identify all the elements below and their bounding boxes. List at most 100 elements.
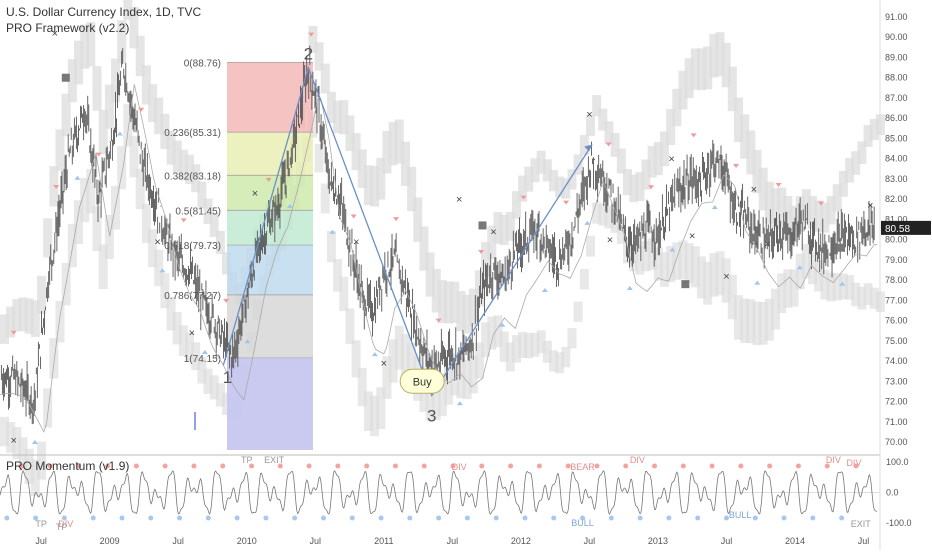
oscillator-dot	[205, 515, 211, 521]
cross-marker: ×	[867, 200, 873, 212]
support-band-block	[666, 245, 676, 282]
support-band-block	[129, 135, 139, 178]
cross-marker: ×	[10, 435, 16, 447]
support-band-block	[166, 296, 176, 331]
oscillator-dot	[824, 463, 830, 469]
resistance-band-block	[851, 151, 861, 175]
price-tick-label: 88.00	[885, 73, 908, 83]
resistance-band-block	[394, 119, 404, 164]
resistance-band-block	[641, 159, 651, 190]
sell-triangle	[818, 201, 825, 206]
oscillator-dot	[4, 515, 10, 521]
cross-marker: ×	[490, 227, 496, 239]
resistance-band-block	[530, 158, 540, 183]
last-price-label: 80.58	[885, 224, 910, 235]
resistance-band-block	[148, 84, 158, 123]
support-band-block	[814, 260, 824, 292]
support-band-block	[838, 273, 848, 300]
resistance-band-block	[431, 268, 441, 313]
support-band-block	[55, 300, 65, 343]
fib-extension-zone	[227, 358, 313, 450]
cross-marker: ×	[154, 237, 160, 249]
support-band-block	[740, 298, 750, 343]
support-band-block	[857, 286, 867, 310]
oscillator-tag: TP	[35, 519, 47, 529]
oscillator-dot	[623, 463, 629, 469]
resistance-band-block	[808, 196, 818, 229]
wave-label[interactable]: 1	[223, 368, 232, 387]
resistance-band-block	[869, 118, 879, 141]
resistance-band-block	[98, 109, 108, 155]
oscillator-tag: BULL	[571, 518, 594, 528]
support-band-block	[222, 392, 232, 416]
support-band-block	[148, 229, 158, 268]
sell-triangle	[308, 32, 315, 37]
oscillator-dot	[177, 515, 183, 521]
resistance-band-block	[104, 84, 114, 129]
time-tick-label: 2010	[237, 536, 257, 546]
elliott-wave-drawing[interactable]: 1 2 3 Buy	[222, 44, 593, 426]
indicator-title-framework[interactable]: PRO Framework (v2.2)	[6, 21, 130, 35]
price-tick-label: 80.00	[885, 235, 908, 245]
oscillator-dot	[479, 463, 485, 469]
cross-marker: ×	[189, 328, 195, 340]
resistance-band-block	[666, 108, 676, 146]
fib-level-label: 0.5(81.45)	[175, 206, 221, 217]
resistance-band-block	[419, 226, 429, 271]
fibonacci-retracement[interactable]: 0(88.76) 0.236(85.31) 0.382(83.18) 0.5(81.4…	[164, 58, 313, 450]
support-band-block	[703, 261, 713, 305]
resistance-band-block	[585, 115, 595, 136]
support-band-block	[684, 243, 694, 283]
resistance-band-block	[400, 141, 410, 186]
support-band-block	[481, 322, 491, 358]
support-band-block	[801, 243, 811, 279]
time-axis: Jul 2009 Jul 2010 Jul 2011 Jul 2012 Jul 2013 Jul 20…	[35, 536, 869, 546]
oscillator-tick-label: 100.0	[886, 457, 909, 467]
oscillator-dot	[33, 515, 39, 521]
support-band-block	[511, 335, 521, 363]
resistance-band-block	[542, 159, 552, 182]
oscillator-dot	[263, 515, 269, 521]
oscillator-dot	[580, 515, 586, 521]
support-band-block	[561, 346, 571, 368]
wave-label[interactable]: 3	[427, 407, 436, 426]
wave-label[interactable]: 2	[304, 44, 313, 63]
support-band-block	[690, 246, 700, 288]
resistance-band-block	[487, 225, 497, 259]
resistance-band-block	[548, 169, 558, 192]
resistance-band-block	[610, 133, 620, 157]
buy-triangle	[839, 281, 846, 286]
oscillator-dot	[493, 515, 499, 521]
resistance-band-block	[209, 212, 219, 237]
support-band-block	[209, 375, 219, 400]
price-tick-label: 71.00	[885, 417, 908, 427]
resistance-band-block	[801, 189, 811, 224]
buy-triangle	[754, 280, 761, 285]
resistance-band-block	[117, 20, 127, 64]
price-tick-label: 90.00	[885, 32, 908, 42]
resistance-band-block	[24, 298, 34, 334]
resistance-band-block	[468, 288, 478, 327]
resistance-band-block	[333, 100, 343, 134]
indicator-title-momentum[interactable]: PRO Momentum (v1.9)	[6, 459, 130, 473]
resistance-band-block	[123, 0, 133, 20]
square-marker	[478, 221, 487, 230]
oscillator-dot	[76, 463, 82, 469]
support-band-block	[771, 288, 781, 330]
support-band-block	[345, 308, 355, 345]
oscillator-dot	[320, 515, 326, 521]
price-tick-label: 83.00	[885, 174, 908, 184]
fib-zone	[227, 245, 313, 295]
resistance-band-block	[363, 165, 373, 206]
support-band-block	[357, 367, 367, 407]
cross-marker: ×	[52, 28, 58, 40]
support-band-block	[197, 356, 207, 384]
buy-triangle	[371, 352, 378, 357]
buy-signal-bubble[interactable]	[399, 368, 445, 394]
support-band-block	[141, 203, 151, 244]
resistance-band-block	[678, 70, 688, 110]
resistance-band-block	[536, 150, 546, 174]
resistance-band-block	[814, 200, 824, 232]
resistance-band-block	[129, 6, 139, 49]
